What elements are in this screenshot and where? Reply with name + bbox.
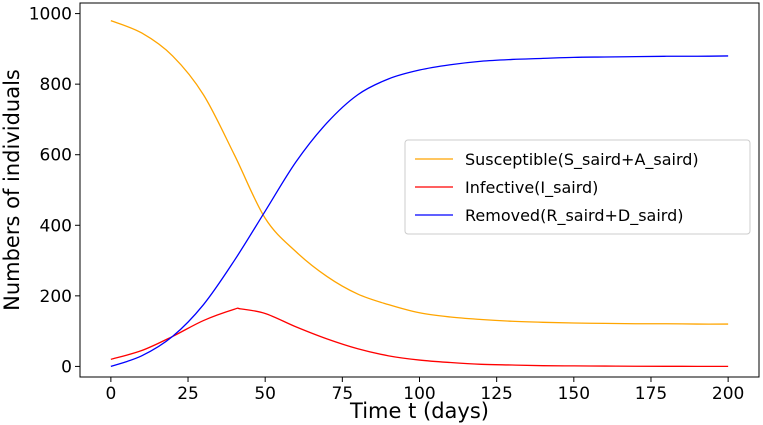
x-tick-label: 25 (177, 384, 199, 404)
x-tick-label: 150 (558, 384, 590, 404)
x-tick-label: 175 (635, 384, 667, 404)
x-tick-label: 125 (480, 384, 512, 404)
y-axis-ticks: 0 200 400 600 800 1000 (29, 5, 80, 377)
series-line-0 (110, 20, 729, 325)
legend-label: Removed(R_saird+D_saird) (465, 206, 684, 226)
series-line-1 (110, 307, 729, 368)
x-tick-label: 200 (712, 384, 744, 404)
x-axis-label: Time t (days) (349, 399, 489, 423)
y-tick-label: 200 (40, 287, 72, 307)
x-axis-ticks: 0 25 50 75 100 125 150 175 200 (105, 377, 744, 404)
x-tick-label: 100 (403, 384, 435, 404)
y-tick-label: 600 (40, 146, 72, 166)
y-tick-label: 400 (40, 216, 72, 236)
legend-box (404, 139, 751, 235)
y-tick-label: 800 (40, 75, 72, 95)
series-layer (110, 20, 729, 368)
x-tick-label: 75 (332, 384, 354, 404)
series-line-2 (110, 55, 729, 368)
y-tick-label: 1000 (29, 5, 72, 25)
legend-label: Infective(I_saird) (465, 178, 598, 198)
y-axis-label: Numbers of individuals (0, 69, 24, 311)
x-tick-label: 50 (254, 384, 276, 404)
x-tick-label: 0 (105, 384, 116, 404)
legend: Susceptible(S_saird+A_saird) Infective(I_… (404, 139, 751, 235)
y-tick-label: 0 (61, 357, 72, 377)
legend-label: Susceptible(S_saird+A_saird) (465, 150, 699, 170)
